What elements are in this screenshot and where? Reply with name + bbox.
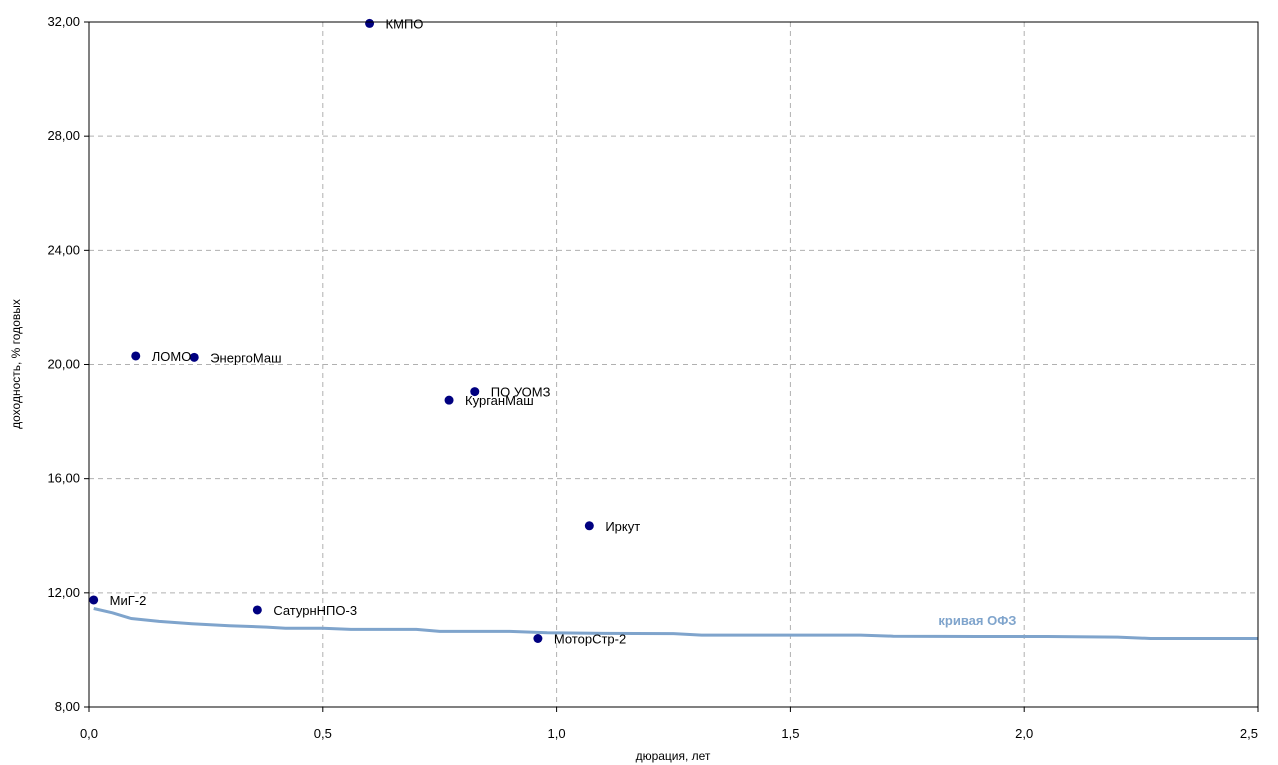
scatter-point-label: КурганМаш	[465, 393, 534, 408]
scatter-point-label: МиГ-2	[110, 593, 147, 608]
scatter-point	[365, 18, 375, 28]
scatter-point	[252, 605, 262, 615]
scatter-point-label: ЛОМО	[152, 349, 192, 364]
y-tick-label: 24,00	[47, 242, 80, 257]
scatter-point-label: СатурнНПО-3	[273, 603, 357, 618]
scatter-point	[444, 395, 454, 405]
ofz-curve-series: кривая ОФЗ	[93, 607, 1258, 640]
ofz-curve-line	[93, 607, 1258, 640]
scatter-point	[131, 351, 141, 361]
scatter-point	[584, 521, 594, 531]
x-tick-label: 1,5	[781, 726, 799, 741]
y-axis-title: доходность, % годовых	[9, 299, 23, 429]
scatter-point	[470, 387, 480, 397]
scatter-point-label: МоторСтр-2	[554, 632, 626, 647]
y-tick-label: 8,00	[55, 699, 80, 714]
x-tick-label: 0,5	[314, 726, 332, 741]
scatter-point-label: КМПО	[386, 16, 424, 31]
grid-lines	[89, 22, 1258, 707]
scatter-point-label: ПО УОМЗ	[491, 385, 551, 400]
scatter-point-label: Иркут	[605, 519, 640, 534]
scatter-point-label: ЭнергоМаш	[210, 350, 281, 365]
scatter-point	[189, 352, 199, 362]
y-tick-label: 16,00	[47, 471, 80, 486]
y-tick-label: 32,00	[47, 14, 80, 29]
y-tick-label: 20,00	[47, 357, 80, 372]
y-tick-label: 28,00	[47, 128, 80, 143]
scatter-point	[533, 634, 543, 643]
x-tick-label: 1,0	[548, 726, 566, 741]
scatter-points	[89, 18, 594, 643]
x-tick-label: 2,0	[1015, 726, 1033, 741]
ofz-curve-label: кривая ОФЗ	[938, 613, 1016, 628]
scatter-point	[89, 595, 99, 605]
x-axis-title: дюрация, лет	[636, 749, 711, 763]
x-tick-label: 2,5	[1240, 726, 1258, 741]
axis-ticks: 8,00 12,00 16,00 20,00 24,00 28,00 32,00 0,0 0,5…	[47, 14, 1259, 741]
y-tick-label: 12,00	[47, 585, 80, 600]
x-tick-label: 0,0	[80, 726, 98, 741]
